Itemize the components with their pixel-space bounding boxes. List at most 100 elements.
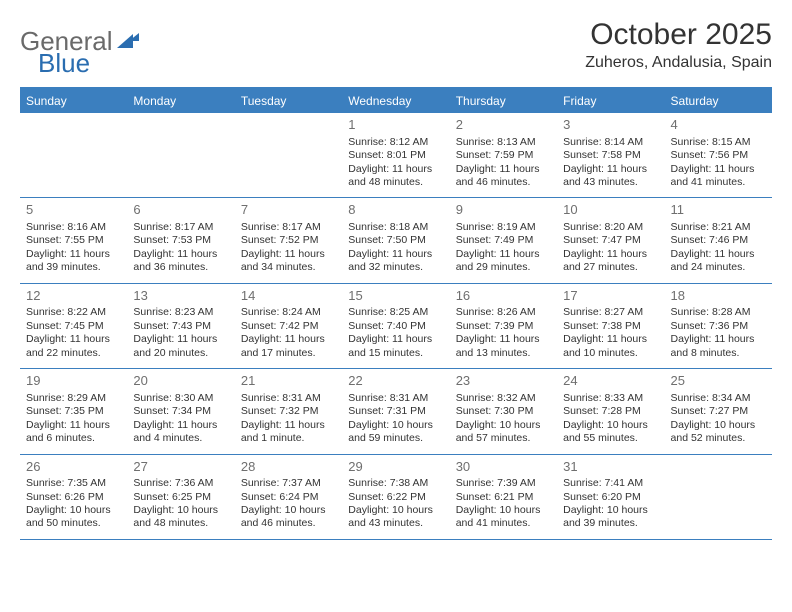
day-number: 12: [26, 288, 121, 305]
daylight-text: Daylight: 10 hours and 50 minutes.: [26, 504, 121, 531]
day-cell: 31Sunrise: 7:41 AMSunset: 6:20 PMDayligh…: [557, 455, 664, 539]
day-cell: 19Sunrise: 8:29 AMSunset: 7:35 PMDayligh…: [20, 369, 127, 453]
day-number: 13: [133, 288, 228, 305]
day-header: Sunday: [20, 89, 127, 113]
sunset-text: Sunset: 6:22 PM: [348, 491, 443, 504]
sunrise-text: Sunrise: 8:14 AM: [563, 136, 658, 149]
day-cell: 13Sunrise: 8:23 AMSunset: 7:43 PMDayligh…: [127, 284, 234, 368]
sunrise-text: Sunrise: 7:38 AM: [348, 477, 443, 490]
day-number: 8: [348, 202, 443, 219]
sunrise-text: Sunrise: 7:37 AM: [241, 477, 336, 490]
sunset-text: Sunset: 7:46 PM: [671, 234, 766, 247]
daylight-text: Daylight: 11 hours and 27 minutes.: [563, 248, 658, 275]
sunrise-text: Sunrise: 8:28 AM: [671, 306, 766, 319]
day-cell: 6Sunrise: 8:17 AMSunset: 7:53 PMDaylight…: [127, 198, 234, 282]
day-number: 5: [26, 202, 121, 219]
day-number: 15: [348, 288, 443, 305]
sunset-text: Sunset: 7:56 PM: [671, 149, 766, 162]
daylight-text: Daylight: 11 hours and 48 minutes.: [348, 163, 443, 190]
day-cell: 1Sunrise: 8:12 AMSunset: 8:01 PMDaylight…: [342, 113, 449, 197]
sunset-text: Sunset: 6:24 PM: [241, 491, 336, 504]
day-header: Tuesday: [235, 89, 342, 113]
sunset-text: Sunset: 7:52 PM: [241, 234, 336, 247]
sunrise-text: Sunrise: 8:17 AM: [133, 221, 228, 234]
daylight-text: Daylight: 10 hours and 55 minutes.: [563, 419, 658, 446]
sunrise-text: Sunrise: 8:32 AM: [456, 392, 551, 405]
daylight-text: Daylight: 11 hours and 22 minutes.: [26, 333, 121, 360]
sunrise-text: Sunrise: 8:21 AM: [671, 221, 766, 234]
sunset-text: Sunset: 7:39 PM: [456, 320, 551, 333]
day-number: 11: [671, 202, 766, 219]
week-row: 12Sunrise: 8:22 AMSunset: 7:45 PMDayligh…: [20, 284, 772, 369]
week-row: ...1Sunrise: 8:12 AMSunset: 8:01 PMDayli…: [20, 113, 772, 198]
day-header: Thursday: [450, 89, 557, 113]
day-number: 29: [348, 459, 443, 476]
daylight-text: Daylight: 11 hours and 15 minutes.: [348, 333, 443, 360]
sunrise-text: Sunrise: 8:29 AM: [26, 392, 121, 405]
day-cell: 14Sunrise: 8:24 AMSunset: 7:42 PMDayligh…: [235, 284, 342, 368]
sunrise-text: Sunrise: 8:25 AM: [348, 306, 443, 319]
sunset-text: Sunset: 7:35 PM: [26, 405, 121, 418]
sunset-text: Sunset: 7:58 PM: [563, 149, 658, 162]
day-cell: 4Sunrise: 8:15 AMSunset: 7:56 PMDaylight…: [665, 113, 772, 197]
day-cell: 22Sunrise: 8:31 AMSunset: 7:31 PMDayligh…: [342, 369, 449, 453]
day-cell: 25Sunrise: 8:34 AMSunset: 7:27 PMDayligh…: [665, 369, 772, 453]
day-number: 28: [241, 459, 336, 476]
logo-text-blue: Blue: [38, 48, 790, 79]
day-cell: 2Sunrise: 8:13 AMSunset: 7:59 PMDaylight…: [450, 113, 557, 197]
sunrise-text: Sunrise: 8:33 AM: [563, 392, 658, 405]
day-header-row: Sunday Monday Tuesday Wednesday Thursday…: [20, 89, 772, 113]
daylight-text: Daylight: 11 hours and 1 minute.: [241, 419, 336, 446]
sunset-text: Sunset: 8:01 PM: [348, 149, 443, 162]
day-number: 19: [26, 373, 121, 390]
sunrise-text: Sunrise: 8:31 AM: [348, 392, 443, 405]
daylight-text: Daylight: 11 hours and 34 minutes.: [241, 248, 336, 275]
sunset-text: Sunset: 6:20 PM: [563, 491, 658, 504]
day-number: 20: [133, 373, 228, 390]
day-cell: 18Sunrise: 8:28 AMSunset: 7:36 PMDayligh…: [665, 284, 772, 368]
day-header: Monday: [127, 89, 234, 113]
day-cell: 21Sunrise: 8:31 AMSunset: 7:32 PMDayligh…: [235, 369, 342, 453]
sunrise-text: Sunrise: 7:35 AM: [26, 477, 121, 490]
day-number: 26: [26, 459, 121, 476]
sunset-text: Sunset: 7:42 PM: [241, 320, 336, 333]
daylight-text: Daylight: 11 hours and 43 minutes.: [563, 163, 658, 190]
sunrise-text: Sunrise: 8:23 AM: [133, 306, 228, 319]
sunset-text: Sunset: 7:59 PM: [456, 149, 551, 162]
day-header: Friday: [557, 89, 664, 113]
day-number: 2: [456, 117, 551, 134]
sunrise-text: Sunrise: 8:20 AM: [563, 221, 658, 234]
daylight-text: Daylight: 11 hours and 4 minutes.: [133, 419, 228, 446]
sunrise-text: Sunrise: 8:12 AM: [348, 136, 443, 149]
daylight-text: Daylight: 11 hours and 20 minutes.: [133, 333, 228, 360]
daylight-text: Daylight: 11 hours and 8 minutes.: [671, 333, 766, 360]
daylight-text: Daylight: 11 hours and 29 minutes.: [456, 248, 551, 275]
month-title: October 2025: [585, 18, 772, 52]
sunset-text: Sunset: 6:26 PM: [26, 491, 121, 504]
sunset-text: Sunset: 7:53 PM: [133, 234, 228, 247]
day-cell: 30Sunrise: 7:39 AMSunset: 6:21 PMDayligh…: [450, 455, 557, 539]
sunset-text: Sunset: 7:30 PM: [456, 405, 551, 418]
sunset-text: Sunset: 7:27 PM: [671, 405, 766, 418]
logo-triangle-icon-small: [129, 33, 139, 41]
daylight-text: Daylight: 10 hours and 41 minutes.: [456, 504, 551, 531]
sunset-text: Sunset: 7:45 PM: [26, 320, 121, 333]
calendar: Sunday Monday Tuesday Wednesday Thursday…: [20, 87, 772, 540]
daylight-text: Daylight: 11 hours and 32 minutes.: [348, 248, 443, 275]
sunrise-text: Sunrise: 8:31 AM: [241, 392, 336, 405]
daylight-text: Daylight: 10 hours and 43 minutes.: [348, 504, 443, 531]
day-number: 17: [563, 288, 658, 305]
sunset-text: Sunset: 7:47 PM: [563, 234, 658, 247]
sunrise-text: Sunrise: 8:13 AM: [456, 136, 551, 149]
day-number: 9: [456, 202, 551, 219]
day-number: 7: [241, 202, 336, 219]
sunrise-text: Sunrise: 8:17 AM: [241, 221, 336, 234]
day-cell: 5Sunrise: 8:16 AMSunset: 7:55 PMDaylight…: [20, 198, 127, 282]
day-header: Saturday: [665, 89, 772, 113]
daylight-text: Daylight: 11 hours and 24 minutes.: [671, 248, 766, 275]
day-cell: 20Sunrise: 8:30 AMSunset: 7:34 PMDayligh…: [127, 369, 234, 453]
sunset-text: Sunset: 6:25 PM: [133, 491, 228, 504]
sunrise-text: Sunrise: 8:26 AM: [456, 306, 551, 319]
sunrise-text: Sunrise: 8:22 AM: [26, 306, 121, 319]
sunset-text: Sunset: 7:55 PM: [26, 234, 121, 247]
